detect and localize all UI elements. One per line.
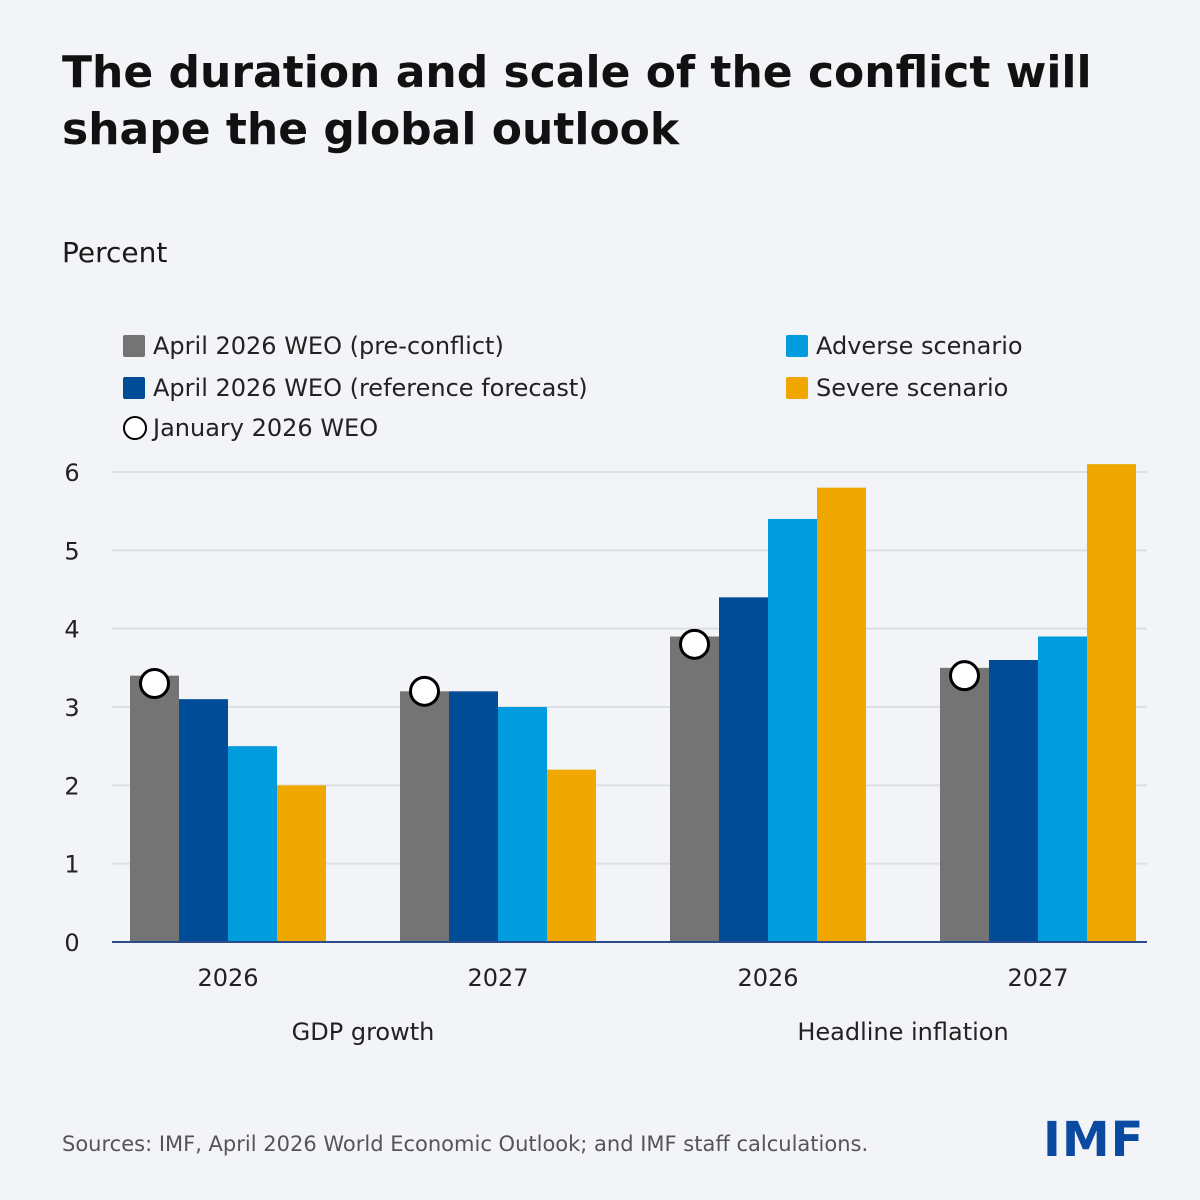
legend-marker <box>123 416 147 440</box>
legend-swatch <box>786 377 808 399</box>
legend-swatch <box>123 377 145 399</box>
y-tick-label: 5 <box>64 537 79 565</box>
bar <box>719 597 768 942</box>
legend-label: Adverse scenario <box>816 332 1023 360</box>
legend-swatch <box>786 335 808 357</box>
bar <box>1038 636 1087 942</box>
unit-label: Percent <box>62 236 168 269</box>
bar <box>817 487 866 942</box>
legend-item-adverse: Adverse scenario <box>786 332 1023 360</box>
bar <box>228 746 277 942</box>
x-tick-label: 2026 <box>197 964 258 992</box>
bar <box>989 660 1038 942</box>
category-group-label: GDP growth <box>292 1018 435 1046</box>
legend-label: January 2026 WEO <box>153 414 379 442</box>
x-tick-label: 2027 <box>1007 964 1068 992</box>
bar <box>449 691 498 942</box>
bar <box>940 667 989 942</box>
chart-title: The duration and scale of the conflict w… <box>62 47 1092 155</box>
y-tick-label: 2 <box>64 772 79 800</box>
legend-item-severe: Severe scenario <box>786 374 1008 402</box>
bar <box>400 691 449 942</box>
y-tick-label: 3 <box>64 694 79 722</box>
bar <box>547 769 596 942</box>
bar <box>130 675 179 942</box>
category-group-label: Headline inflation <box>797 1018 1008 1046</box>
bar <box>277 785 326 942</box>
imf-logo: IMF <box>1043 1112 1145 1168</box>
january-weo-marker <box>949 660 980 692</box>
y-tick-label: 4 <box>64 616 79 644</box>
january-weo-marker <box>679 628 710 660</box>
legend-swatch <box>123 335 145 357</box>
bar <box>1087 464 1136 942</box>
legend-item-reference: April 2026 WEO (reference forecast) <box>123 374 588 402</box>
bar <box>768 519 817 942</box>
legend-item-pre-conflict: April 2026 WEO (pre-conflict) <box>123 332 504 360</box>
bar <box>670 636 719 942</box>
source-note: Sources: IMF, April 2026 World Economic … <box>62 1132 869 1156</box>
bar <box>179 699 228 942</box>
x-tick-label: 2026 <box>737 964 798 992</box>
legend-item-january: January 2026 WEO <box>123 414 378 442</box>
x-tick-label: 2027 <box>467 964 528 992</box>
y-tick-label: 6 <box>64 459 79 487</box>
legend-label: April 2026 WEO (pre-conflict) <box>153 332 504 360</box>
y-tick-label: 0 <box>64 929 79 957</box>
legend-label: April 2026 WEO (reference forecast) <box>153 374 588 402</box>
january-weo-marker <box>139 668 170 699</box>
legend-label: Severe scenario <box>816 374 1009 402</box>
january-weo-marker <box>409 675 440 707</box>
bar <box>498 707 547 942</box>
y-tick-label: 1 <box>64 851 79 879</box>
